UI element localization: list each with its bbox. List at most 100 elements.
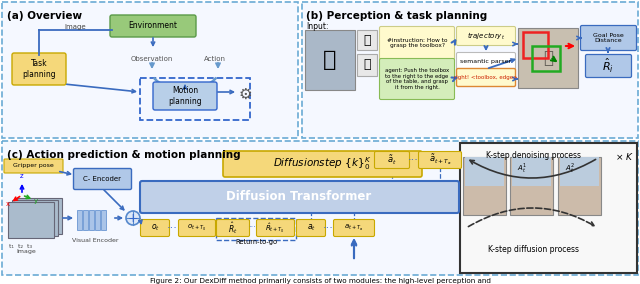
FancyBboxPatch shape bbox=[223, 151, 422, 177]
Bar bbox=[558, 157, 601, 215]
Bar bbox=[510, 157, 553, 215]
FancyBboxPatch shape bbox=[419, 151, 461, 168]
Text: Motion
planning: Motion planning bbox=[168, 86, 202, 106]
FancyBboxPatch shape bbox=[257, 220, 294, 237]
Text: $Diffusionstep$ $\{k\}_0^K$: $Diffusionstep$ $\{k\}_0^K$ bbox=[273, 156, 371, 172]
Text: $A_t^2$: $A_t^2$ bbox=[565, 161, 575, 175]
Bar bbox=[518, 28, 578, 88]
Text: $a_{t+T_a}$: $a_{t+T_a}$ bbox=[344, 223, 364, 233]
Text: z: z bbox=[20, 173, 24, 179]
FancyBboxPatch shape bbox=[110, 15, 196, 37]
Bar bbox=[89, 210, 94, 230]
FancyBboxPatch shape bbox=[140, 181, 459, 213]
Text: Observation: Observation bbox=[131, 56, 173, 62]
Text: t₁  t₂  t₃: t₁ t₂ t₃ bbox=[9, 244, 32, 249]
FancyBboxPatch shape bbox=[296, 220, 326, 237]
Text: (a) Overview: (a) Overview bbox=[7, 11, 82, 21]
Text: 👤: 👤 bbox=[364, 34, 371, 47]
Text: $\tilde{a}_t$: $\tilde{a}_t$ bbox=[387, 153, 397, 167]
Text: Input:: Input: bbox=[306, 22, 328, 31]
Text: y: y bbox=[34, 198, 38, 204]
Text: $\tilde{a}_{t+T_a}$: $\tilde{a}_{t+T_a}$ bbox=[429, 153, 451, 167]
Text: ···: ··· bbox=[323, 223, 333, 233]
Text: $a_t$: $a_t$ bbox=[307, 223, 316, 233]
Text: Action: Action bbox=[204, 56, 226, 62]
FancyBboxPatch shape bbox=[179, 220, 216, 237]
FancyBboxPatch shape bbox=[374, 151, 410, 168]
Text: x: x bbox=[6, 201, 10, 207]
FancyBboxPatch shape bbox=[74, 168, 131, 189]
Bar bbox=[463, 157, 506, 215]
FancyBboxPatch shape bbox=[4, 159, 63, 173]
Text: ⚙: ⚙ bbox=[238, 87, 252, 101]
Bar bbox=[77, 210, 82, 230]
Text: Goal Pose
Distance: Goal Pose Distance bbox=[593, 33, 623, 43]
Bar bbox=[532, 46, 560, 71]
FancyBboxPatch shape bbox=[12, 53, 66, 85]
Text: #instruction: How to
grasp the toolbox?: #instruction: How to grasp the toolbox? bbox=[387, 37, 447, 48]
FancyBboxPatch shape bbox=[216, 220, 250, 237]
Text: Gripper pose: Gripper pose bbox=[13, 164, 53, 168]
Text: (c) Action prediction & motion planning: (c) Action prediction & motion planning bbox=[7, 150, 241, 160]
Bar bbox=[8, 202, 54, 238]
Bar bbox=[465, 157, 504, 186]
Text: $o_{t+T_0}$: $o_{t+T_0}$ bbox=[188, 223, 207, 233]
Text: $\hat{R}_{t+T_0}$: $\hat{R}_{t+T_0}$ bbox=[265, 221, 285, 235]
Text: 🤖: 🤖 bbox=[364, 59, 371, 72]
Text: Figure 2: Our DexDiff method primarily consists of two modules: the high-level p: Figure 2: Our DexDiff method primarily c… bbox=[150, 278, 490, 284]
Bar bbox=[302, 2, 638, 138]
Text: 🖼: 🖼 bbox=[543, 49, 553, 67]
Text: Environment: Environment bbox=[129, 22, 177, 30]
Text: C- Encoder: C- Encoder bbox=[83, 176, 121, 182]
Bar bbox=[140, 78, 250, 120]
Text: × $K$: × $K$ bbox=[614, 151, 634, 162]
FancyBboxPatch shape bbox=[380, 26, 454, 60]
Text: Return-to-go: Return-to-go bbox=[235, 239, 277, 245]
Bar bbox=[95, 210, 100, 230]
Bar bbox=[216, 218, 296, 240]
Text: Task
planning: Task planning bbox=[22, 59, 56, 79]
Text: $o_t$: $o_t$ bbox=[150, 223, 159, 233]
FancyBboxPatch shape bbox=[380, 59, 454, 99]
FancyBboxPatch shape bbox=[580, 26, 637, 51]
Text: $trajectory_t$: $trajectory_t$ bbox=[467, 30, 505, 41]
Text: Visual Encoder: Visual Encoder bbox=[72, 238, 118, 243]
Text: $\hat{R}_t$: $\hat{R}_t$ bbox=[228, 220, 238, 236]
Bar bbox=[560, 157, 599, 186]
Text: K-step denoising process: K-step denoising process bbox=[486, 151, 580, 160]
Bar bbox=[83, 210, 88, 230]
Circle shape bbox=[126, 211, 140, 225]
Text: ···: ··· bbox=[166, 223, 177, 233]
Text: ···: ··· bbox=[248, 224, 256, 233]
Text: agent: Push the toolbox
to the right to the edge
of the table, and grasp
it from: agent: Push the toolbox to the right to … bbox=[385, 68, 449, 90]
FancyBboxPatch shape bbox=[456, 26, 515, 45]
FancyBboxPatch shape bbox=[153, 82, 217, 110]
Text: (b) Perception & task planning: (b) Perception & task planning bbox=[306, 11, 487, 21]
Text: Image: Image bbox=[16, 249, 36, 254]
FancyBboxPatch shape bbox=[333, 220, 374, 237]
Text: semantic parser: semantic parser bbox=[460, 59, 511, 64]
Bar bbox=[16, 198, 62, 234]
Text: $\hat{R}_i$: $\hat{R}_i$ bbox=[602, 57, 614, 75]
Bar bbox=[460, 143, 637, 273]
Bar bbox=[2, 141, 638, 275]
Bar bbox=[2, 2, 298, 138]
Text: 🖼: 🖼 bbox=[323, 50, 337, 70]
FancyBboxPatch shape bbox=[586, 55, 632, 78]
Text: K-step diffusion process: K-step diffusion process bbox=[488, 245, 579, 254]
FancyBboxPatch shape bbox=[456, 68, 515, 87]
Text: right! <toolbox, edge>: right! <toolbox, edge> bbox=[454, 75, 518, 80]
Bar bbox=[12, 200, 58, 236]
Bar bbox=[512, 157, 551, 186]
Text: Image: Image bbox=[64, 24, 86, 30]
Text: Diffusion Transformer: Diffusion Transformer bbox=[227, 191, 372, 204]
Bar bbox=[357, 54, 377, 76]
Bar bbox=[523, 32, 548, 58]
FancyBboxPatch shape bbox=[141, 220, 170, 237]
FancyBboxPatch shape bbox=[456, 53, 515, 70]
Text: $A_t^1$: $A_t^1$ bbox=[517, 161, 527, 175]
Bar bbox=[357, 30, 377, 50]
Bar bbox=[101, 210, 106, 230]
Text: +: + bbox=[128, 212, 138, 224]
Text: ···: ··· bbox=[408, 155, 419, 165]
